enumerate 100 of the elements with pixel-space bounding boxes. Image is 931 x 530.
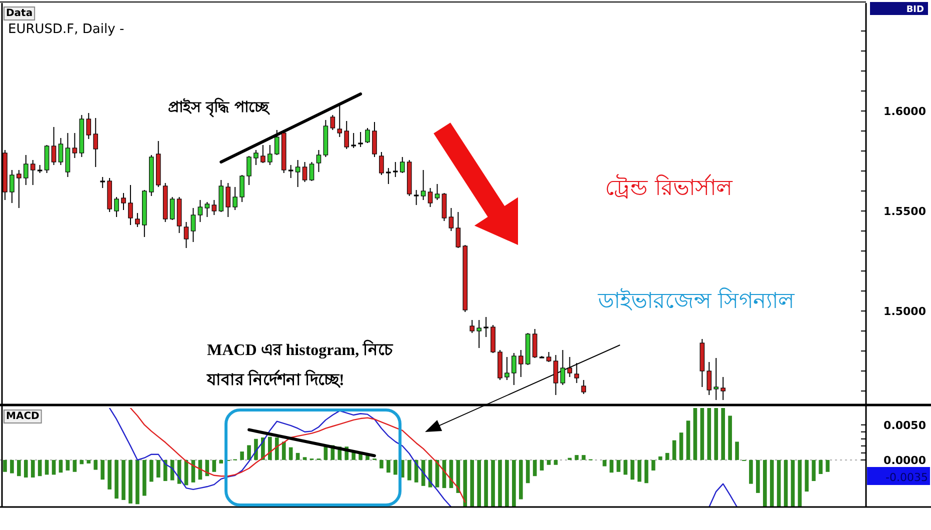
candlestick — [58, 138, 64, 166]
candlestick — [246, 156, 252, 186]
y-tick-label: 0.0050 — [884, 418, 926, 432]
text: -0.0035 — [886, 471, 928, 484]
bar — [240, 452, 244, 460]
bar — [288, 447, 293, 460]
bar — [546, 460, 551, 465]
bar — [728, 416, 732, 460]
candlestick — [344, 120, 349, 150]
candlestick — [574, 362, 580, 384]
bar — [17, 460, 21, 476]
candlestick — [204, 202, 210, 218]
bar — [770, 460, 774, 507]
bar — [38, 460, 42, 476]
candlestick — [420, 170, 426, 200]
bar — [212, 460, 216, 472]
candlestick — [706, 362, 712, 396]
candlestick — [184, 222, 189, 248]
bar — [714, 408, 718, 460]
candlestick — [442, 192, 447, 222]
annotation: যাবার নির্দেশনা দিচ্ছে! — [206, 369, 344, 389]
candlestick — [428, 188, 433, 208]
candlestick — [295, 160, 300, 188]
candlestick — [170, 196, 175, 220]
bar — [149, 460, 154, 482]
bar — [512, 460, 516, 507]
candlestick — [386, 168, 391, 184]
candlestick — [65, 132, 70, 178]
bar — [393, 460, 398, 475]
bar — [66, 460, 70, 470]
text: BID — [906, 5, 924, 15]
y-tick-label: 1.5000 — [884, 305, 926, 318]
candlestick — [337, 104, 342, 138]
bar — [756, 460, 760, 493]
bar — [776, 460, 781, 507]
candlestick — [232, 186, 238, 210]
bar — [651, 460, 656, 470]
bar — [24, 460, 28, 478]
candlestick — [330, 114, 336, 130]
bar — [219, 460, 224, 464]
bar — [505, 460, 509, 507]
bar — [644, 460, 648, 484]
bar — [3, 460, 7, 472]
bar — [302, 457, 307, 460]
candlestick — [456, 212, 461, 248]
bar — [518, 460, 523, 500]
candlestick — [448, 208, 454, 232]
candlestick — [93, 118, 98, 168]
bar — [602, 460, 606, 466]
bar — [484, 460, 488, 507]
bar — [574, 455, 579, 460]
annotation: MACD এর histogram, নিচে — [207, 339, 394, 359]
bar — [100, 460, 105, 480]
bar — [624, 460, 628, 475]
y-tick-label: 1.6000 — [884, 105, 926, 118]
bar — [247, 445, 251, 460]
bar — [630, 460, 634, 480]
bar — [672, 440, 676, 460]
candlestick — [226, 182, 230, 218]
bar — [296, 452, 300, 460]
bar — [463, 460, 468, 507]
chart-title: MACD — [6, 411, 40, 422]
bar — [456, 460, 460, 493]
candlestick — [512, 352, 516, 386]
bar — [784, 460, 788, 507]
candlestick — [190, 208, 196, 242]
bar — [274, 437, 279, 460]
bar — [477, 460, 481, 507]
bar — [44, 460, 49, 475]
bar — [282, 442, 286, 460]
bar — [380, 460, 384, 468]
candlestick — [581, 380, 586, 394]
candlestick — [288, 164, 294, 178]
bar — [735, 442, 739, 460]
bar — [498, 460, 502, 507]
bar — [686, 420, 690, 460]
bar — [52, 460, 56, 475]
bar — [707, 408, 712, 460]
bar — [30, 460, 35, 478]
bar — [108, 460, 112, 490]
candlestick — [316, 150, 322, 172]
bar — [658, 456, 662, 460]
candlestick — [567, 356, 572, 378]
candlestick — [358, 132, 363, 148]
candlestick — [470, 320, 474, 334]
candlestick — [518, 350, 524, 378]
bar — [58, 460, 63, 473]
candlestick — [484, 316, 488, 338]
bar — [610, 460, 614, 473]
bar — [798, 460, 802, 507]
line-series — [708, 483, 738, 507]
annotation: প্রাইস বৃদ্ধি পাচ্ছে — [168, 97, 270, 118]
candlestick — [553, 354, 558, 396]
candlestick — [121, 192, 126, 210]
bar — [700, 408, 704, 460]
annotation: ডাইভারজেন্স সিগন্যাল — [597, 288, 795, 314]
candlestick — [10, 170, 14, 204]
bar — [156, 460, 160, 478]
annotation: ট্রেন্ড রিভার্সাল — [605, 174, 733, 201]
candlestick — [546, 352, 552, 362]
